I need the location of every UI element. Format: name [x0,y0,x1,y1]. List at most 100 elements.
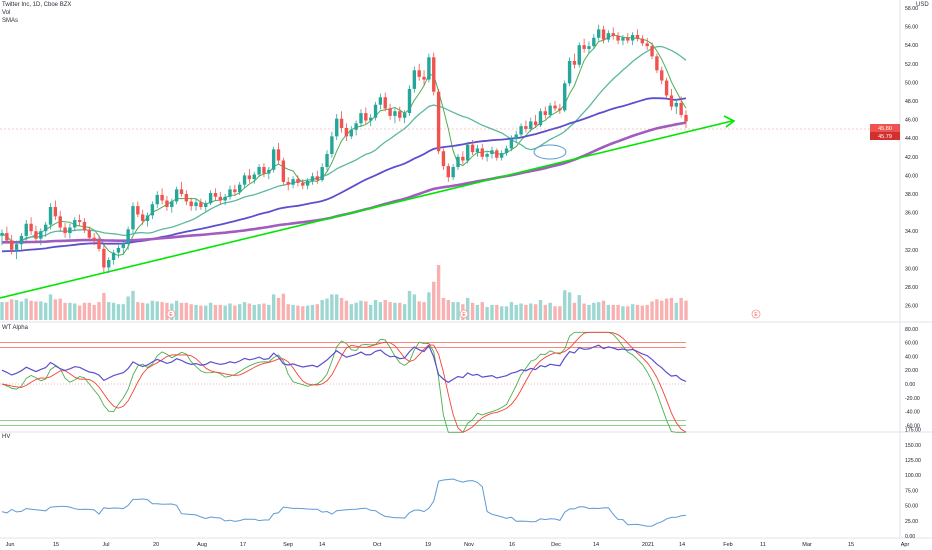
candle-body [368,117,373,121]
volume-bar [592,302,596,320]
candle-body [378,97,383,105]
price-tick-label: 36.00 [905,211,918,217]
candle-body [87,230,92,238]
current-price-tag: 45.80 [878,126,892,132]
volume-bar [398,302,402,320]
volume-bar [601,300,606,320]
candle-body [68,227,72,234]
volume-bar [548,302,552,320]
time-axis-label: 20 [153,542,159,548]
time-axis-label: Aug [197,542,207,548]
hv-tick-label: 25.00 [905,519,918,525]
volume-bar [204,305,208,320]
candle-body [199,202,203,208]
candle-body [29,223,33,232]
volume-bar [344,300,349,320]
time-axis-label: 16 [509,542,515,548]
price-tick-label: 34.00 [905,229,918,235]
current-price-tag-bg [870,124,900,132]
candle-body [601,29,606,40]
volume-bar [422,302,426,320]
volume-bar [145,303,150,320]
candle-body [131,206,135,230]
volume-bar [276,297,281,320]
candle-body [102,248,106,268]
volume-bar [509,302,514,320]
price-tick-label: 44.00 [905,136,918,142]
hv-label[interactable]: HV [2,434,11,440]
candle-body [150,204,155,216]
volume-bar [529,303,533,320]
candle-body [170,201,174,208]
volume-label[interactable]: Vol [2,10,11,16]
candle-body [140,214,145,221]
earnings-marker-letter: E [169,312,173,318]
volume-bar [131,290,135,320]
volume-bar [262,303,266,320]
candle-body [184,194,189,202]
candle-body [354,123,358,130]
candle-body [582,45,586,49]
candle-body [509,139,514,149]
volume-bar [456,302,460,320]
volume-bar [24,298,28,320]
candle-body [73,220,77,228]
support-trendline[interactable] [0,120,733,299]
candle-body [14,244,19,250]
volume-bar [650,301,654,320]
volume-bar [107,302,111,320]
wt-tick-label: 20.00 [905,368,918,374]
candle-body [669,95,674,107]
event-markers[interactable]: E E E [166,309,761,319]
candle-body [645,43,649,47]
volume-bar [179,302,184,320]
volume-bar [393,302,397,320]
candle-body [596,29,601,38]
volume-bar [558,306,562,320]
candle-body [524,126,528,129]
wt-alpha-label[interactable]: WT Alpha [2,325,28,331]
candle-body [111,252,116,261]
volume-bar [0,302,4,320]
volume-bar [330,294,334,320]
volume-bar [519,303,523,320]
candle-body [499,153,504,158]
candle-body [398,111,402,118]
volume-bar [655,299,659,320]
time-axis-label: Feb [723,542,732,548]
candle-body [208,193,213,204]
time-axis-label: 14 [593,542,599,548]
candle-body [470,144,475,153]
volume-bar [635,304,640,320]
volume-bar [514,304,518,320]
candle-body [325,154,329,168]
volume-bar [111,302,116,320]
volume-bar [611,304,615,320]
volume-bar [490,304,494,320]
volume-bar [373,300,378,320]
volume-bar [349,304,353,320]
candle-body [407,88,412,114]
volume-bar [301,306,305,320]
symbol-title[interactable]: Twitter Inc, 1D, Cboe BZX [2,2,72,8]
candle-body [446,166,450,178]
price-tick-label: 40.00 [905,173,918,179]
hv-axis-ticks: 175.00 150.00 125.00 100.00 75.00 50.00 25.00 0… [905,428,921,540]
candle-body [82,221,87,231]
currency-label: USD [916,2,929,8]
candle-body [121,243,125,248]
volume-bar [640,305,645,320]
time-axis-label: 19 [425,542,431,548]
time-axis-label: Jun [6,542,15,548]
candle-body [611,33,615,36]
price-tick-label: 46.00 [905,118,918,124]
sma-label[interactable]: SMAs [2,18,19,24]
volume-bar [553,306,557,320]
consolidation-ellipse[interactable] [533,144,567,160]
volume-bar [121,304,125,320]
hv-tick-label: 0.00 [905,534,915,540]
volume-bar [14,300,19,320]
volume-bar [412,294,417,320]
time-axis-label: Apr [901,542,910,548]
